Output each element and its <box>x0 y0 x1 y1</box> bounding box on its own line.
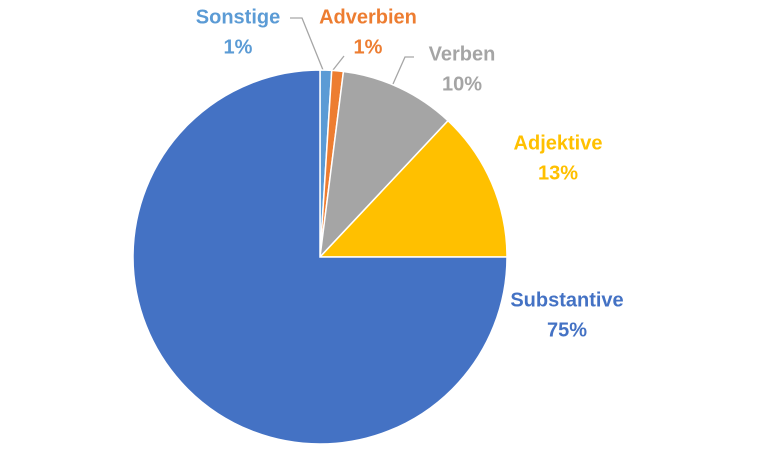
pie-slice <box>132 69 508 445</box>
slice-label: Verben <box>429 43 496 65</box>
slice-value-label: 1% <box>224 36 253 58</box>
leader-line <box>290 17 324 71</box>
slice-label: Substantive <box>510 289 623 311</box>
slice-value-label: 13% <box>538 162 578 184</box>
slice-value-label: 75% <box>547 319 587 341</box>
leader-line <box>392 56 414 85</box>
slice-value-label: 1% <box>354 36 383 58</box>
pie-slice <box>318 70 450 260</box>
leader-line <box>332 55 345 71</box>
pie-slice <box>318 119 508 258</box>
slice-label: Adjektive <box>514 132 603 154</box>
slice-label: Adverbien <box>319 6 417 28</box>
slice-value-label: 10% <box>442 73 482 95</box>
slice-label: Sonstige <box>196 6 280 28</box>
